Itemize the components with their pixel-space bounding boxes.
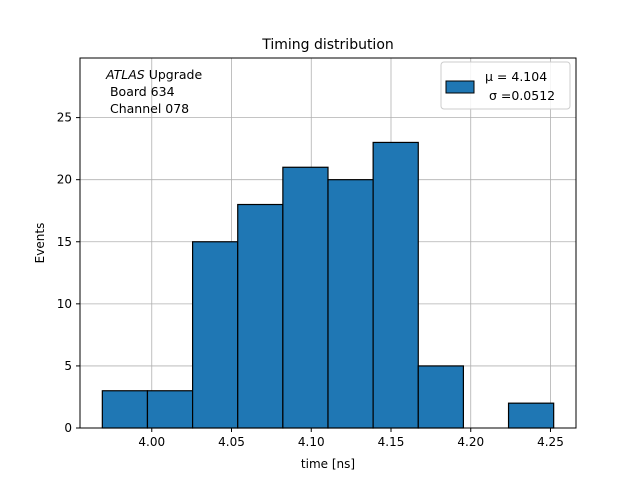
x-tick-label: 4.00 bbox=[138, 435, 165, 449]
x-tick-label: 4.05 bbox=[218, 435, 245, 449]
plot-frame bbox=[79, 57, 577, 429]
histogram-bar bbox=[191, 241, 239, 429]
annotation-line-1: ATLAS Upgrade bbox=[105, 67, 202, 82]
y-axis-label: Events bbox=[33, 223, 47, 264]
histogram-bar bbox=[146, 390, 194, 429]
x-tick-label: 4.15 bbox=[378, 435, 405, 449]
histogram-bar bbox=[417, 365, 465, 429]
y-tick-label: 25 bbox=[57, 111, 72, 125]
legend-mean: μ = 4.104 bbox=[485, 69, 547, 84]
chart-title: Timing distribution bbox=[261, 37, 394, 53]
histogram-bar bbox=[282, 166, 329, 429]
y-tick-label: 0 bbox=[64, 421, 72, 435]
annotation-experiment: ATLAS bbox=[105, 67, 145, 82]
legend-box bbox=[440, 61, 571, 110]
info-annotation: ATLAS Upgrade Board 634 Channel 078 bbox=[105, 67, 202, 116]
legend-swatch bbox=[445, 80, 475, 94]
histogram-bar bbox=[372, 141, 419, 429]
x-axis-label: time [ns] bbox=[301, 457, 355, 471]
legend-sigma: σ =0.0512 bbox=[489, 88, 555, 103]
annotation-experiment-suffix: Upgrade bbox=[145, 67, 203, 82]
x-tick-label: 4.25 bbox=[537, 435, 564, 449]
axis-ticks: 4.00 4.05 4.10 4.15 4.20 4.25 0 5 10 15 20 25 bbox=[57, 111, 564, 449]
annotation-channel: Channel 078 bbox=[106, 101, 189, 116]
histogram-bars bbox=[101, 141, 555, 429]
x-tick-label: 4.20 bbox=[457, 435, 484, 449]
histogram-bar bbox=[237, 203, 284, 429]
y-tick-label: 20 bbox=[57, 173, 72, 187]
histogram-bar bbox=[101, 390, 149, 429]
x-tick-label: 4.10 bbox=[298, 435, 325, 449]
legend: μ = 4.104 σ =0.0512 bbox=[440, 61, 571, 110]
histogram-bar bbox=[327, 179, 374, 429]
annotation-board: Board 634 bbox=[106, 84, 175, 99]
y-tick-label: 10 bbox=[57, 297, 72, 311]
histogram-bar bbox=[507, 402, 555, 429]
y-tick-label: 5 bbox=[64, 359, 72, 373]
y-tick-label: 15 bbox=[57, 235, 72, 249]
